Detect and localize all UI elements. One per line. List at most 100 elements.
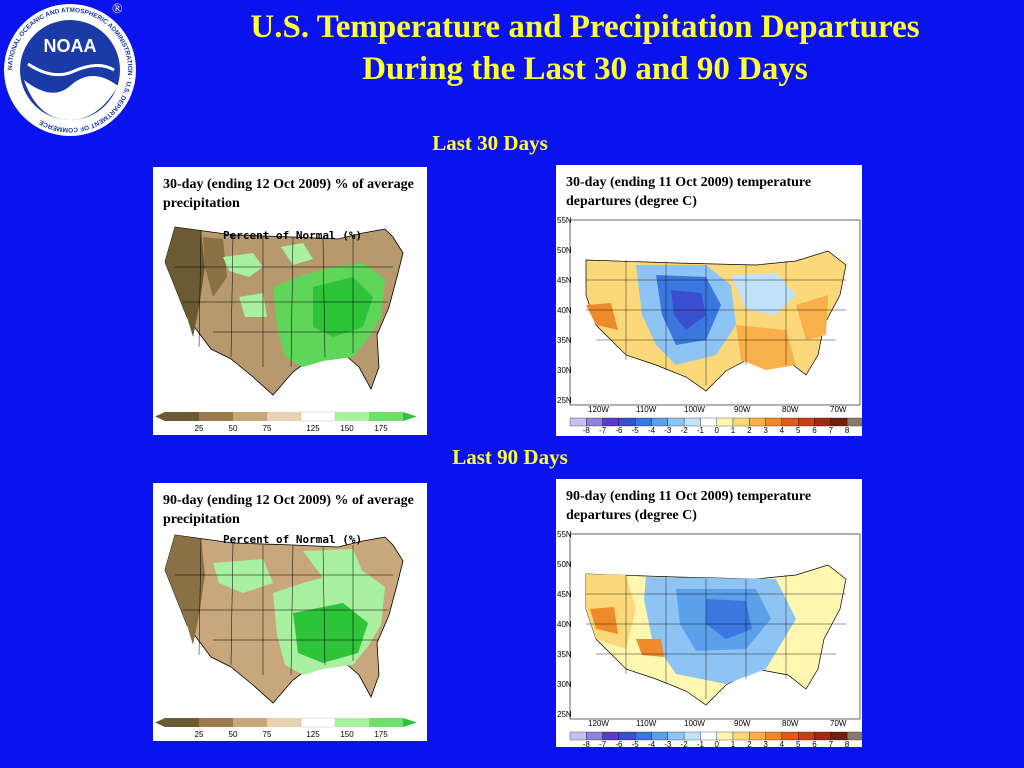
- lat-55n: 55N: [557, 216, 572, 225]
- temp-legend-label: -2: [681, 426, 689, 435]
- temp-legend-swatch: [651, 417, 668, 427]
- temp-legend-label: -2: [681, 740, 689, 747]
- temp-legend-swatch: [846, 731, 862, 741]
- precip-30-map: Percent of Normal (%) 25 50 75 125 150 1…: [153, 217, 427, 433]
- temp-legend-swatch: [716, 731, 734, 741]
- temp-legend-label: -5: [632, 740, 640, 747]
- precip-30-panel: 30-day (ending 12 Oct 2009) % of average…: [153, 167, 427, 435]
- lon-70w: 70W: [830, 719, 847, 728]
- lon-120w: 120W: [588, 719, 609, 728]
- title-line-2: During the Last 30 and 90 Days: [362, 51, 808, 87]
- precip-90-panel: 90-day (ending 12 Oct 2009) % of average…: [153, 483, 427, 741]
- temp-legend-swatch: [749, 417, 766, 427]
- temp-legend-swatch: [798, 731, 815, 741]
- registered-mark: ®: [112, 2, 123, 17]
- slide-title: U.S. Temperature and Precipitation Depar…: [150, 6, 1020, 90]
- temp-legend-label: -7: [599, 426, 607, 435]
- precip-90-legend: 25 50 75 125 150 175: [155, 717, 417, 739]
- logo-text: NOAA: [44, 36, 97, 56]
- temp-legend-label: -8: [583, 740, 591, 747]
- temp-legend-label: -1: [697, 426, 705, 435]
- temp-legend-label: 3: [763, 426, 768, 435]
- temp-legend-swatch: [716, 417, 734, 427]
- precip-90-legend-25: 25: [195, 730, 204, 739]
- temp-legend-label: 8: [845, 426, 850, 435]
- precip-30-legend-75: 75: [263, 424, 272, 433]
- temp-legend-swatch: [683, 417, 701, 427]
- lon-120w: 120W: [588, 405, 609, 414]
- temp-legend-label: -6: [615, 740, 623, 747]
- precip-30-legend-50: 50: [229, 424, 238, 433]
- temp-30-panel: 30-day (ending 11 Oct 2009) temperature …: [556, 165, 862, 436]
- precip-90-legend-125: 125: [306, 730, 320, 739]
- temp-legend-swatch: [732, 417, 750, 427]
- temp-legend-swatch: [667, 731, 685, 741]
- temp-legend-swatch: [781, 731, 799, 741]
- temp-legend-label: -3: [664, 426, 672, 435]
- temp-30-map: 55N 50N 45N 40N 35N 30N 25N 120W 110W 10…: [557, 216, 862, 435]
- temp-legend-swatch: [830, 417, 848, 427]
- temp-legend-label: -4: [648, 426, 656, 435]
- temp-legend-swatch: [586, 417, 603, 427]
- temp-legend-label: 7: [829, 426, 834, 435]
- precip-90-legend-50: 50: [229, 730, 238, 739]
- temp-legend-swatch: [602, 731, 620, 741]
- section-last-30-days: Last 30 Days: [432, 131, 548, 155]
- temp-90-legend: -8 -7 -6 -5 -4 -3 -2 -1 0 1 2 3 4 5 6 7 8: [569, 731, 862, 747]
- temp-legend-label: 1: [731, 740, 736, 747]
- temp-legend-label: 6: [812, 740, 817, 747]
- temp-legend-label: -6: [615, 426, 623, 435]
- temp-legend-swatch: [618, 417, 636, 427]
- temp-90-lon-labels: 120W 110W 100W 90W 80W 70W: [588, 719, 847, 728]
- temp-legend-swatch: [700, 731, 717, 741]
- lon-110w: 110W: [636, 405, 657, 414]
- temp-90-panel: 90-day (ending 11 Oct 2009) temperature …: [556, 479, 862, 747]
- temp-legend-swatch: [814, 417, 831, 427]
- temp-legend-swatch: [814, 731, 831, 741]
- precip-90-legend-150: 150: [340, 730, 354, 739]
- temp-legend-label: 5: [796, 426, 801, 435]
- temp-legend-swatch: [651, 731, 668, 741]
- temp-30-caption: 30-day (ending 11 Oct 2009) temperature …: [566, 175, 812, 209]
- lat-25n: 25N: [557, 396, 572, 405]
- lon-90w: 90W: [734, 719, 751, 728]
- temp-legend-swatch: [749, 731, 766, 741]
- temp-legend-swatch: [798, 417, 815, 427]
- temp-legend-label: 5: [796, 740, 801, 747]
- precip-90-legend-175: 175: [374, 730, 388, 739]
- temp-legend-swatch: [586, 731, 603, 741]
- temp-legend-swatch: [830, 731, 848, 741]
- lat-50n: 50N: [557, 560, 572, 569]
- precip-90-caption: 90-day (ending 12 Oct 2009) % of average…: [163, 493, 414, 527]
- temp-legend-swatch: [667, 417, 685, 427]
- temp-legend-swatch: [781, 417, 799, 427]
- temp-legend-label: -3: [664, 740, 672, 747]
- temp-legend-label: -1: [697, 740, 705, 747]
- lon-100w: 100W: [684, 719, 705, 728]
- lat-55n: 55N: [557, 530, 572, 539]
- temp-legend-swatch: [700, 417, 717, 427]
- precip-90-legend-75: 75: [263, 730, 272, 739]
- temp-legend-swatch: [765, 731, 783, 741]
- temp-legend-label: -7: [599, 740, 607, 747]
- noaa-logo: NOAA NATIONAL OCEANIC AND ATMOSPHERIC AD…: [4, 4, 136, 136]
- temp-30-lon-labels: 120W 110W 100W 90W 80W 70W: [588, 405, 847, 414]
- precip-30-legend-125: 125: [306, 424, 320, 433]
- temp-legend-label: 0: [714, 426, 719, 435]
- lon-80w: 80W: [782, 405, 799, 414]
- temp-legend-label: 2: [747, 426, 752, 435]
- temp-legend-swatch: [602, 417, 620, 427]
- temp-legend-label: 4: [780, 740, 785, 747]
- lat-35n: 35N: [557, 336, 572, 345]
- temp-legend-label: 3: [763, 740, 768, 747]
- lat-30n: 30N: [557, 366, 572, 375]
- temp-legend-label: 1: [731, 426, 736, 435]
- temp-30-legend: -8 -7 -6 -5 -4 -3 -2 -1 0 1 2 3 4 5 6 7 8: [569, 417, 862, 435]
- temp-legend-label: -5: [632, 426, 640, 435]
- temp-legend-swatch: [732, 731, 750, 741]
- precip-30-legend-175: 175: [374, 424, 388, 433]
- temp-legend-label: 4: [780, 426, 785, 435]
- temp-legend-label: -4: [648, 740, 656, 747]
- temp-90-lat-labels: 55N 50N 45N 40N 35N 30N 25N: [557, 530, 572, 719]
- temp-legend-label: 8: [845, 740, 850, 747]
